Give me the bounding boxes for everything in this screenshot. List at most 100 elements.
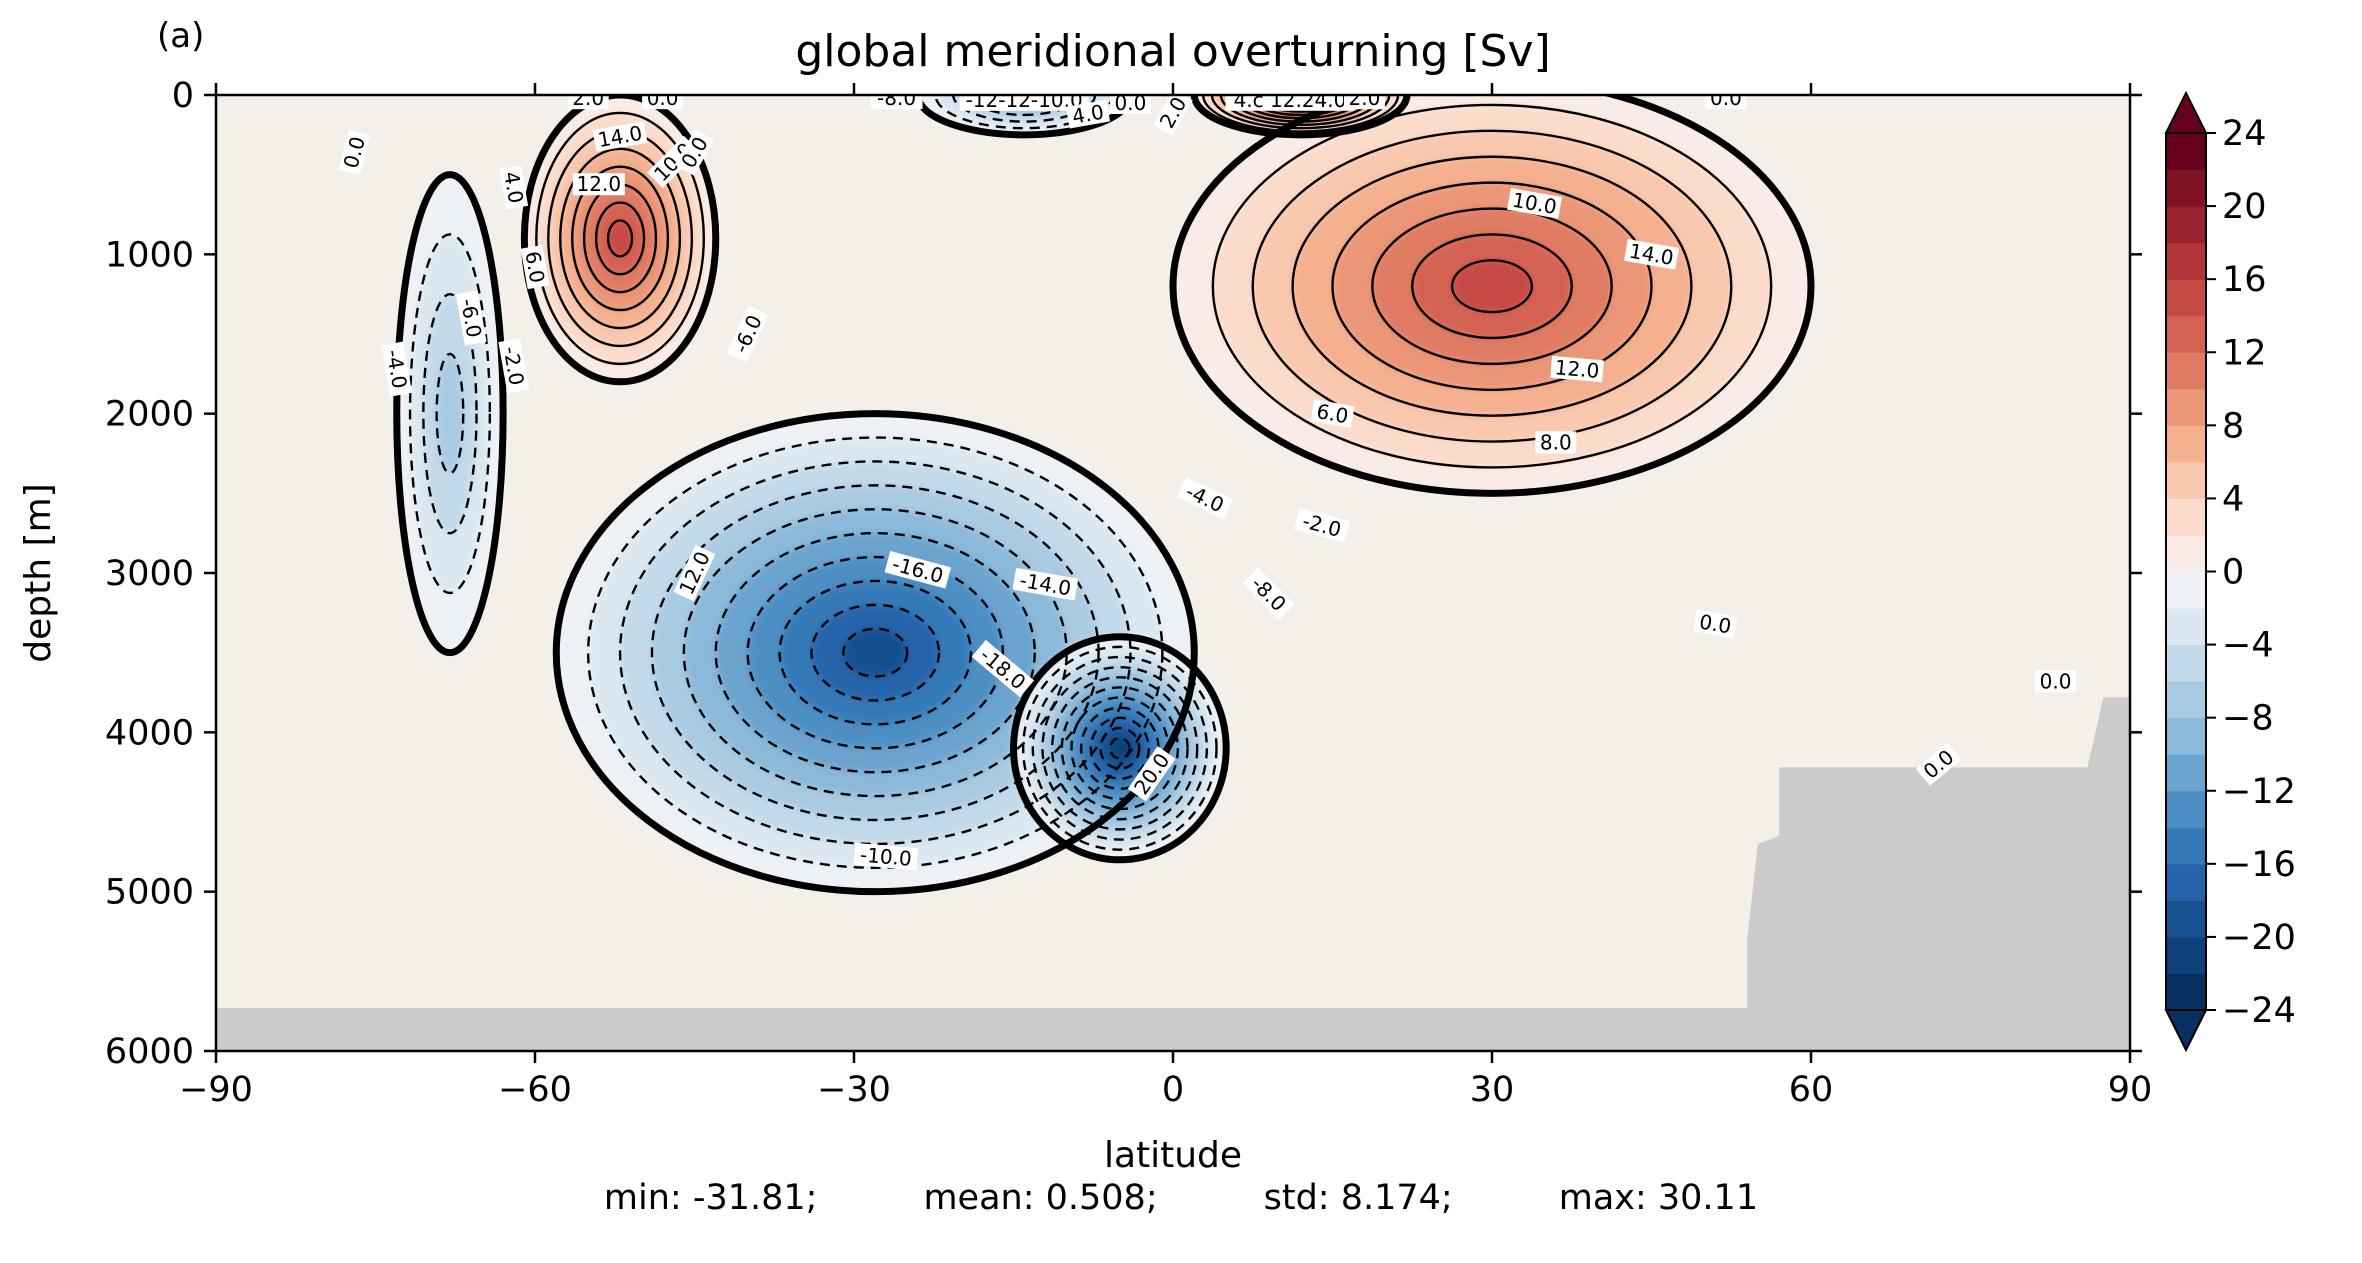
contour-label-bg — [1153, 95, 1193, 136]
colorbar-tick-label: 16 — [2222, 260, 2267, 300]
contour-line — [1070, 696, 1170, 801]
contour-label: -8.0 — [870, 86, 923, 110]
colorbar-band — [2166, 717, 2206, 755]
contour-label-bg — [498, 338, 530, 394]
contour-label-bg — [1693, 609, 1738, 639]
contour-line — [842, 627, 909, 678]
colorbar-band — [2166, 608, 2206, 646]
contour-line — [746, 555, 1005, 750]
contour-label-bg — [1343, 95, 1385, 110]
contour-label-text: 0.0 — [1698, 609, 1733, 638]
contour-line — [559, 147, 682, 330]
x-tick-label: 90 — [2108, 1070, 2153, 1110]
y-tick-label: 0 — [172, 76, 194, 116]
x-tick-label: 0 — [1162, 1070, 1184, 1110]
contour-line — [1210, 95, 1391, 130]
contour-label-bg — [1109, 95, 1151, 114]
contour-label-text: 12.0 — [577, 172, 622, 196]
colorbar-tick-label: −4 — [2222, 626, 2274, 666]
contour-label-text: 4.0 — [499, 170, 528, 205]
contour-label-bg — [1507, 187, 1563, 219]
colorbar-band — [2166, 461, 2206, 499]
contour-label: -14.0 — [1012, 567, 1079, 601]
contour-label-bg — [642, 95, 684, 110]
colorbar-tick-label: −16 — [2222, 845, 2296, 885]
contour-label-text: -8.0 — [877, 86, 916, 110]
colorbar-extend-bottom — [2164, 1009, 2208, 1053]
contour-label-bg — [592, 121, 648, 152]
x-tick-label: −30 — [817, 1070, 891, 1110]
contour-label: -2.0 — [498, 338, 530, 394]
y-tick-label: 2000 — [105, 395, 194, 435]
contour-label-bg — [1012, 567, 1079, 601]
contour-line — [393, 171, 507, 657]
contour-line — [618, 460, 1132, 846]
contour-label-text: 4.c 12.24.0 — [1234, 88, 1347, 112]
contour-label-bg — [1535, 431, 1577, 454]
contour-label-text: 0.0 — [2040, 669, 2072, 693]
contour-label-bg — [1242, 567, 1295, 620]
contour-line — [1237, 95, 1364, 120]
contour-label-text: 0.0 — [647, 86, 679, 110]
contour-label: 0.0 — [1109, 95, 1151, 115]
colorbar-tick-label: −12 — [2222, 772, 2296, 812]
colorbar-band — [2166, 425, 2206, 463]
cell-level — [608, 220, 633, 257]
colorbar-tick-label: 24 — [2222, 114, 2267, 154]
y-axis: 0 1000 2000 3000 4000 5000 6000 — [105, 76, 2142, 1072]
contour-line — [520, 95, 720, 386]
contour-line — [1450, 259, 1534, 314]
contour-label-text: 0.0 — [1710, 86, 1742, 110]
contour-line — [1331, 181, 1653, 391]
contour-line — [778, 579, 973, 726]
stat-mean: mean: 0.508; — [923, 1178, 1158, 1218]
colorbar-tick-label: 4 — [2222, 479, 2244, 519]
contour-label-bg — [1176, 477, 1234, 520]
contour-labels: 2.0 0.014.012.0 10.00.00.04.06.0-6.0-2.0-4… — [338, 86, 2077, 871]
colorbar-band — [2166, 352, 2206, 390]
contour-line — [1255, 95, 1347, 113]
contour-label-bg — [971, 639, 1035, 698]
contour-label: 2.0 — [567, 95, 609, 110]
contour-line — [1371, 207, 1613, 366]
contour-line — [1089, 716, 1151, 780]
y-axis-label: depth [m] — [18, 483, 59, 662]
contour-label-text: -10.0 — [859, 842, 913, 870]
y-tick-label: 4000 — [105, 713, 194, 753]
x-tick-label: 30 — [1470, 1070, 1515, 1110]
contour-label: -12-12-10.0 — [959, 95, 1089, 112]
colorbar-band — [2166, 388, 2206, 426]
plot-area: 2.0 0.014.012.0 10.00.00.04.06.0-6.0-2.0-4… — [216, 86, 2130, 1051]
contour-line — [1211, 103, 1773, 469]
contour-label-bg — [674, 129, 715, 176]
antarctic-surface-negative-cell-contours — [393, 171, 507, 657]
contour-line — [1010, 633, 1230, 864]
contour-label-bg — [567, 95, 609, 110]
colorbar-band — [2166, 242, 2206, 280]
cell-level — [436, 353, 464, 474]
colorbar-band — [2166, 936, 2206, 974]
contour-label-bg — [338, 129, 371, 176]
contour-label: 0.0 — [1693, 609, 1738, 639]
contour-label-bg — [1310, 399, 1355, 429]
contour-label-bg — [853, 842, 919, 871]
contour-label: 2.0 — [1343, 95, 1385, 110]
colorbar-band — [2166, 754, 2206, 792]
contour-label-text: 6.0 — [520, 249, 549, 284]
contour-label-bg — [520, 244, 550, 290]
colorbar-band — [2166, 973, 2206, 1011]
stats-line: min: -31.81; mean: 0.508; std: 8.174; ma… — [0, 1178, 2362, 1222]
colorbar-band — [2166, 681, 2206, 719]
contour-line — [1050, 676, 1189, 821]
contour-label-bg — [673, 544, 716, 602]
contour-label: 12.0 — [1550, 355, 1604, 383]
land-polygon — [216, 697, 2130, 1051]
contour-label-bg — [870, 95, 923, 110]
panel-label: (a) — [157, 16, 204, 56]
contour-line — [1108, 736, 1131, 760]
contour-line — [1411, 233, 1573, 340]
contour-label-bg — [1065, 99, 1111, 129]
contour-line — [1190, 95, 1411, 139]
colorbar-tick-label: −24 — [2222, 991, 2296, 1031]
contour-label: 12.0 — [572, 172, 625, 196]
